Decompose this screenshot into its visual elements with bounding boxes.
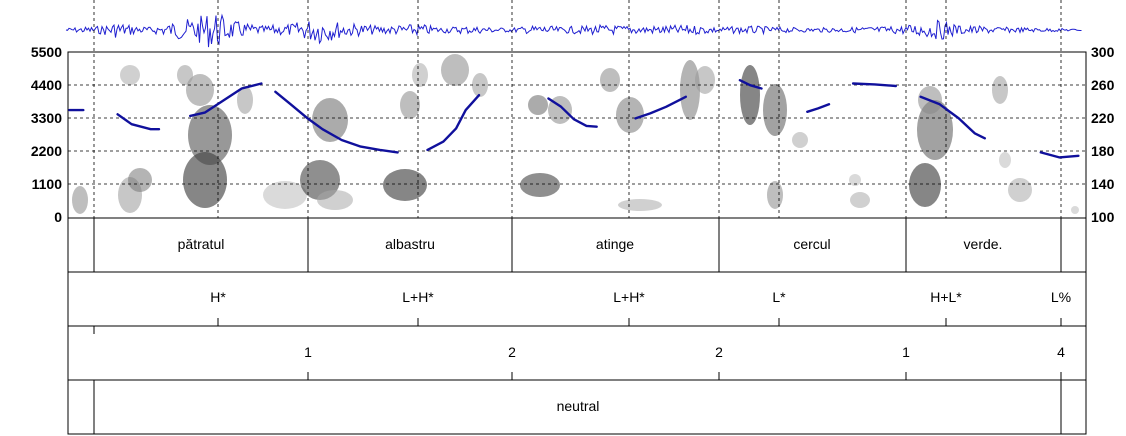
pitch-segment: [634, 95, 687, 120]
pitch-segment: [851, 82, 897, 88]
energy-blob: [992, 76, 1008, 104]
word-tier: pătratul albastru atinge cercul verde.: [93, 218, 1062, 272]
energy-blob: [186, 74, 214, 106]
waveform-trace: [65, 13, 1082, 48]
spectrogram-energy: [72, 54, 1079, 214]
pitch-segment: [919, 95, 986, 140]
energy-blob: [312, 98, 348, 142]
tone-label: H+L*: [930, 289, 962, 305]
energy-blob: [616, 97, 644, 133]
left-tick-label: 1100: [32, 176, 63, 192]
pitch-segment: [274, 90, 399, 154]
context-label: neutral: [557, 398, 600, 414]
right-tick-label: 180: [1091, 143, 1115, 159]
spectrogram-grid: [68, 0, 1086, 218]
pitch-segment: [806, 103, 831, 114]
energy-blob: [120, 65, 140, 85]
tone-label: L+H*: [402, 289, 434, 305]
word-label: albastru: [385, 236, 435, 252]
pitch-track: [68, 78, 1080, 159]
energy-blob: [999, 152, 1011, 168]
pitch-segment: [1039, 151, 1080, 159]
spectrogram-panel: [67, 0, 1087, 219]
energy-blob: [263, 181, 307, 209]
word-label: atinge: [596, 236, 634, 252]
energy-blob: [528, 95, 548, 115]
energy-blob: [520, 173, 560, 197]
energy-blob: [237, 86, 253, 114]
right-tick-label: 220: [1091, 110, 1115, 126]
pitch-segment: [738, 78, 763, 90]
right-tick-label: 260: [1091, 77, 1115, 93]
context-tier: neutral: [93, 380, 1062, 434]
pitch-segment: [426, 93, 481, 152]
energy-blob: [917, 100, 953, 160]
word-label: verde.: [964, 236, 1003, 252]
tone-label: L+H*: [613, 289, 645, 305]
right-tick-label: 300: [1091, 44, 1115, 60]
energy-blob: [850, 192, 870, 208]
energy-blob: [128, 168, 152, 192]
energy-blob: [767, 181, 783, 209]
energy-blob: [740, 65, 760, 125]
left-axis: 5500 4400 3300 2200 1100 0: [31, 44, 62, 225]
break-label: 2: [715, 344, 723, 360]
left-tick-label: 3300: [31, 110, 62, 126]
break-label: 2: [508, 344, 516, 360]
energy-blob: [72, 186, 88, 214]
annotation-tiers: [67, 217, 1087, 435]
tone-label: L%: [1051, 289, 1071, 305]
energy-blob: [695, 66, 715, 94]
tone-tier: H* L+H* L+H* L* H+L* L%: [210, 289, 1071, 326]
energy-blob: [1071, 206, 1079, 214]
tone-label: L*: [772, 289, 786, 305]
energy-blob: [188, 105, 232, 165]
energy-blob: [909, 163, 941, 207]
energy-blob: [317, 190, 353, 210]
pitch-segment: [547, 97, 598, 128]
pitch-segment: [188, 82, 263, 118]
tone-label: H*: [210, 289, 226, 305]
energy-blob: [183, 152, 227, 208]
energy-blob: [472, 73, 488, 97]
left-tick-label: 2200: [31, 143, 62, 159]
energy-blob: [300, 160, 340, 200]
right-tick-label: 140: [1091, 176, 1115, 192]
energy-blob: [441, 54, 469, 86]
waveform: [65, 13, 1082, 48]
break-label: 1: [304, 344, 312, 360]
break-tier: 1 2 2 1 4: [93, 326, 1065, 380]
energy-blob: [792, 132, 808, 148]
word-label: pătratul: [178, 236, 225, 252]
pitch-segment: [116, 113, 161, 131]
right-tick-label: 100: [1091, 209, 1115, 225]
energy-blob: [412, 63, 428, 87]
energy-blob: [618, 199, 662, 211]
left-tick-label: 4400: [31, 77, 62, 93]
left-tick-label: 5500: [31, 44, 62, 60]
break-label: 4: [1057, 344, 1065, 360]
word-label: cercul: [793, 236, 830, 252]
energy-blob: [680, 60, 700, 120]
energy-blob: [763, 84, 787, 136]
energy-blob: [177, 65, 193, 85]
break-label: 1: [902, 344, 910, 360]
energy-blob: [1008, 178, 1032, 202]
energy-blob: [400, 91, 420, 119]
energy-blob: [600, 68, 620, 92]
energy-blob: [383, 169, 427, 201]
right-axis: 300 260 220 180 140 100: [1091, 44, 1115, 225]
left-tick-label: 0: [54, 209, 62, 225]
energy-blob: [849, 174, 861, 186]
